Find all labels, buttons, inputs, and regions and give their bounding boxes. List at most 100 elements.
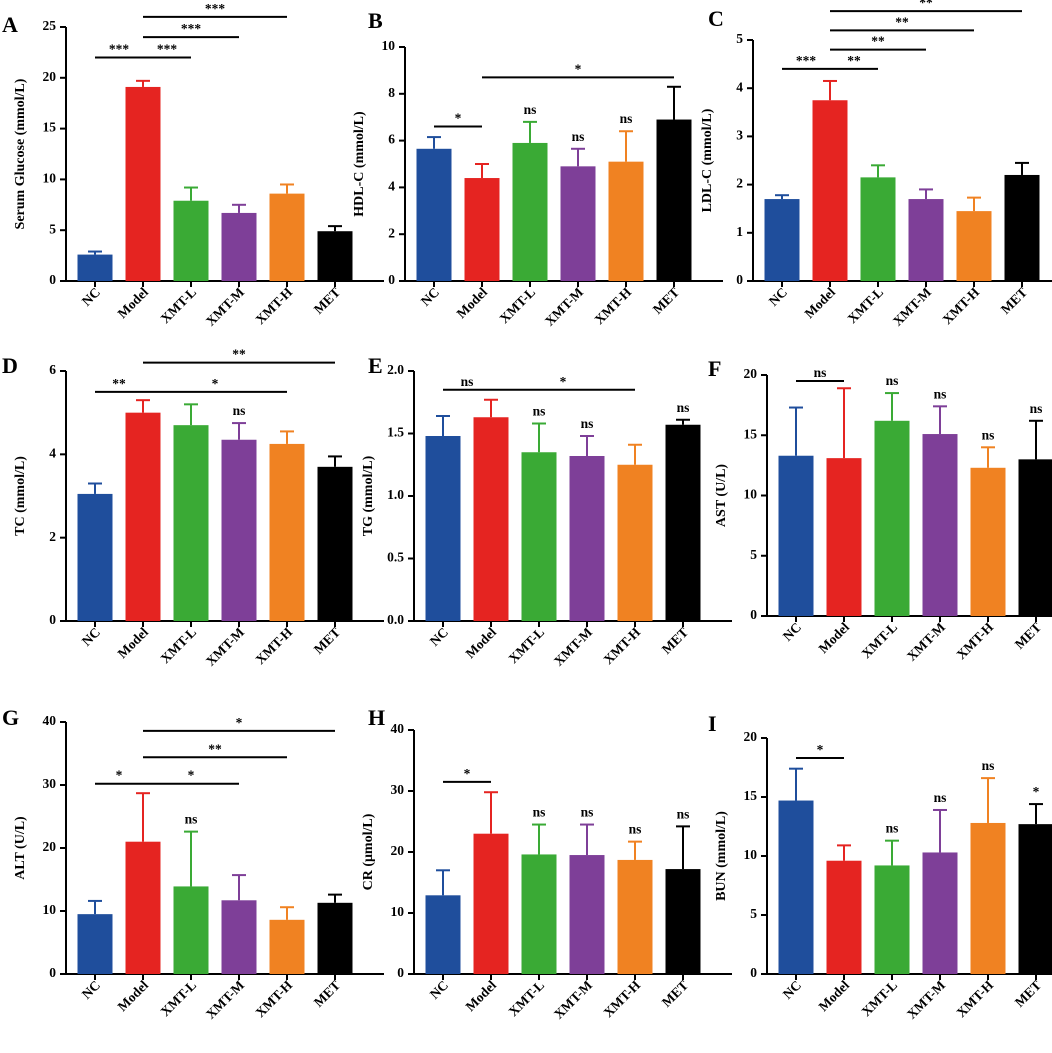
comparison-label-b: * <box>575 61 582 76</box>
y-tick-label-b: 2 <box>388 225 395 240</box>
y-axis-label-a: Serum Glucose (mmol/L) <box>13 78 28 229</box>
y-tick-label-b: 6 <box>388 132 395 147</box>
comparison-label-d: ** <box>232 347 246 362</box>
y-tick-label-e: 0.5 <box>387 550 404 565</box>
y-axis-label-i: BUN (mmol/L) <box>714 811 729 901</box>
significance-label-xmt-l-f: ns <box>886 373 899 388</box>
comparison-label-d: * <box>212 376 219 391</box>
bar-xmt-l-b <box>512 142 548 281</box>
bar-xmt-l-h <box>521 854 557 974</box>
category-label-met-d: MET <box>311 625 343 657</box>
category-label-model-c: Model <box>802 284 839 321</box>
significance-label-xmt-h-i: ns <box>982 758 995 773</box>
comparison-label-a: *** <box>205 1 226 16</box>
y-tick-label-e: 1.0 <box>387 487 404 502</box>
y-tick-label-h: 30 <box>391 782 405 797</box>
panel-b: B HDL-C (mmol/L) 0 2 4 6 8 10 NC Model XMT-L ns XMT-… <box>352 8 723 329</box>
y-tick-label-g: 40 <box>43 713 57 728</box>
y-tick-label-h: 0 <box>397 965 404 980</box>
y-tick-label-a: 25 <box>43 18 57 33</box>
bar-xmt-m-b <box>560 166 596 281</box>
comparison-label-d: ** <box>112 376 126 391</box>
y-axis-label-b: HDL-C (mmol/L) <box>352 111 367 217</box>
category-label-model-d: Model <box>115 624 152 661</box>
y-tick-label-a: 20 <box>43 69 57 84</box>
bar-model-d <box>125 412 161 621</box>
panel-h: H CR (μmol/L) 0 10 20 30 40 NC Model XMT-L ns XMT-M… <box>361 705 732 1022</box>
category-label-xmt-h-c: XMT-H <box>940 284 983 327</box>
bar-xmt-m-g <box>221 900 257 974</box>
category-label-xmt-m-a: XMT-M <box>203 284 247 328</box>
bar-model-e <box>473 417 509 621</box>
y-tick-label-b: 4 <box>388 178 395 193</box>
category-label-nc-b: NC <box>418 285 442 309</box>
bar-xmt-m-i <box>922 852 958 974</box>
bar-xmt-h-b <box>608 161 644 281</box>
bar-model-h <box>473 833 509 974</box>
category-label-met-c: MET <box>998 285 1030 317</box>
significance-label-xmt-m-d: ns <box>233 403 246 418</box>
bar-met-b <box>656 119 692 281</box>
significance-label-xmt-h-f: ns <box>982 427 995 442</box>
category-label-nc-d: NC <box>79 625 103 649</box>
bar-xmt-m-e <box>569 456 605 621</box>
bar-met-c <box>1004 174 1040 281</box>
category-label-xmt-m-h: XMT-M <box>551 977 595 1021</box>
bar-xmt-l-d <box>173 425 209 621</box>
category-label-xmt-h-h: XMT-H <box>601 977 644 1020</box>
category-label-xmt-l-i: XMT-L <box>859 978 901 1020</box>
bar-nc-h <box>425 895 461 974</box>
bar-xmt-h-f <box>970 467 1006 616</box>
bar-model-a <box>125 86 161 281</box>
y-axis-label-f: AST (U/L) <box>714 464 729 527</box>
y-axis-label-d: TC (mmol/L) <box>13 456 28 536</box>
panel-letter-d: D <box>2 353 18 378</box>
y-tick-label-e: 2.0 <box>387 362 404 377</box>
category-label-xmt-l-a: XMT-L <box>158 285 200 327</box>
bar-met-h <box>665 869 701 974</box>
significance-label-xmt-m-f: ns <box>934 386 947 401</box>
category-label-xmt-m-f: XMT-M <box>904 619 948 663</box>
y-tick-label-e: 0.0 <box>387 612 404 627</box>
category-label-met-h: MET <box>659 978 691 1010</box>
y-tick-label-f: 5 <box>750 547 757 562</box>
y-tick-label-b: 8 <box>388 85 395 100</box>
comparison-label-c: ** <box>871 34 885 49</box>
y-tick-label-d: 0 <box>49 612 56 627</box>
category-label-nc-a: NC <box>79 285 103 309</box>
bar-xmt-m-a <box>221 212 257 281</box>
panel-g: G ALT (U/L) 0 10 20 30 40 NC Model XMT-L ns XMT-M XM… <box>2 705 384 1022</box>
significance-label-xmt-l-h: ns <box>533 805 546 820</box>
y-tick-label-i: 20 <box>744 729 758 744</box>
y-tick-label-c: 0 <box>736 272 743 287</box>
significance-label-met-e: ns <box>677 400 690 415</box>
category-label-model-a: Model <box>115 284 152 321</box>
y-tick-label-c: 5 <box>736 31 743 46</box>
comparison-label-i: * <box>817 742 824 757</box>
y-tick-label-f: 0 <box>750 607 757 622</box>
bar-xmt-h-e <box>617 464 653 621</box>
bar-model-i <box>826 860 862 974</box>
category-label-xmt-l-b: XMT-L <box>497 285 539 327</box>
significance-label-xmt-l-e: ns <box>533 404 546 419</box>
category-label-model-e: Model <box>463 624 500 661</box>
category-label-met-b: MET <box>650 285 682 317</box>
comparison-label-g: ** <box>208 741 222 756</box>
bar-nc-e <box>425 436 461 621</box>
category-label-met-e: MET <box>659 625 691 657</box>
significance-label-xmt-m-e: ns <box>581 416 594 431</box>
comparison-label-c: ** <box>847 53 861 68</box>
bar-nc-a <box>77 254 113 281</box>
panel-f: F AST (U/L) 0 5 10 15 20 NC Model XMT-L ns XMT-M ns X… <box>708 356 1052 664</box>
panel-c: C LDL-C (mmol/L) 0 1 2 3 4 5 NC Model XMT-L XMT-M XM… <box>700 0 1052 329</box>
category-label-xmt-h-b: XMT-H <box>592 284 635 327</box>
y-tick-label-c: 3 <box>736 127 743 142</box>
bar-xmt-m-f <box>922 434 958 616</box>
y-tick-label-g: 20 <box>43 839 57 854</box>
bar-met-i <box>1018 824 1052 974</box>
category-label-xmt-h-g: XMT-H <box>253 977 296 1020</box>
category-label-xmt-m-i: XMT-M <box>904 977 948 1021</box>
bar-xmt-m-h <box>569 855 605 974</box>
comparison-label-g: * <box>116 768 123 783</box>
panel-letter-b: B <box>368 8 383 33</box>
